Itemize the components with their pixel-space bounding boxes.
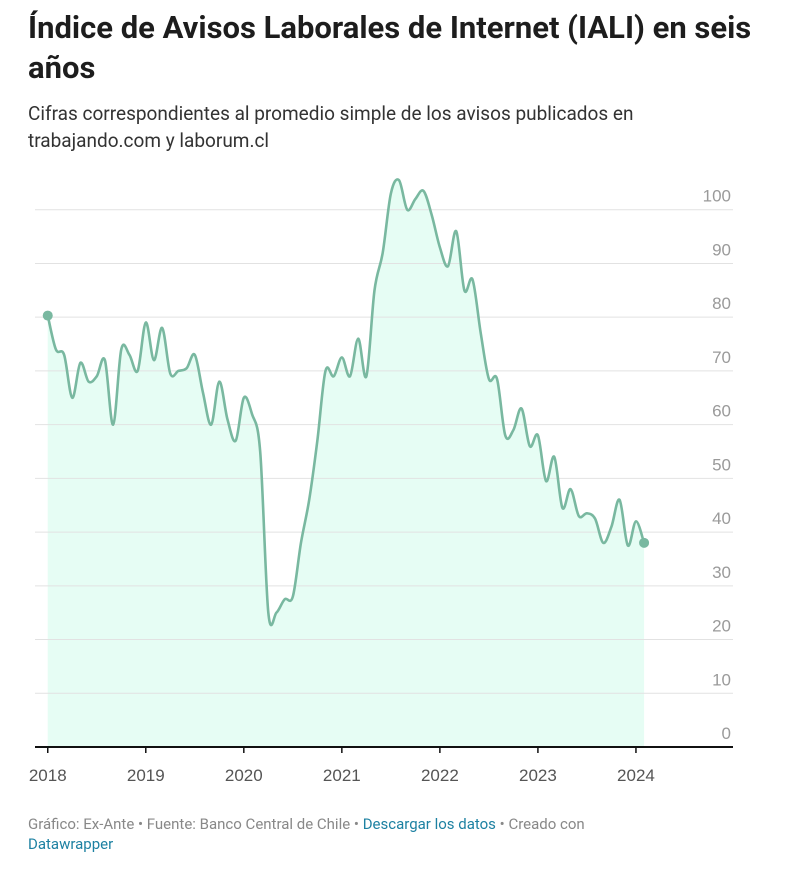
end-dot [639,537,650,548]
x-tick-label: 2020 [225,766,263,785]
x-tick-label: 2022 [421,766,459,785]
y-tick-label: 100 [703,187,731,206]
area [47,179,645,747]
x-tick-label: 2021 [323,766,361,785]
y-tick-label: 10 [712,670,731,689]
y-tick-label: 40 [712,509,731,528]
y-tick-label: 20 [712,617,731,636]
y-tick-label: 0 [722,724,731,743]
chart-title: Índice de Avisos Laborales de Internet (… [28,9,752,86]
chart: 0 10 20 30 40 50 60 70 80 90 100 2018 2019 2020 2021 20… [29,178,733,785]
tool-link[interactable]: Datawrapper [28,835,114,853]
download-link[interactable]: Descargar los datos [362,815,496,833]
y-tick-label: 30 [712,563,731,582]
source-note: Gráfico: Ex-Ante • Fuente: Banco Central… [28,815,359,833]
y-tick-label: 50 [712,455,731,474]
y-tick-label: 90 [712,240,731,259]
created-note: • Creado con [499,815,585,833]
x-tick-label: 2018 [29,766,67,785]
chart-subtitle: Cifras correspondientes al promedio simp… [28,102,634,152]
x-tick-label: 2023 [519,766,557,785]
y-tick-label: 60 [712,402,731,421]
y-tick-label: 70 [712,348,731,367]
end-dot [42,310,53,321]
x-tick-label: 2024 [617,766,655,785]
line [46,178,646,627]
x-tick-label: 2019 [127,766,165,785]
footer: Gráfico: Ex-Ante • Fuente: Banco Central… [28,814,748,854]
y-tick-label: 80 [712,294,731,313]
